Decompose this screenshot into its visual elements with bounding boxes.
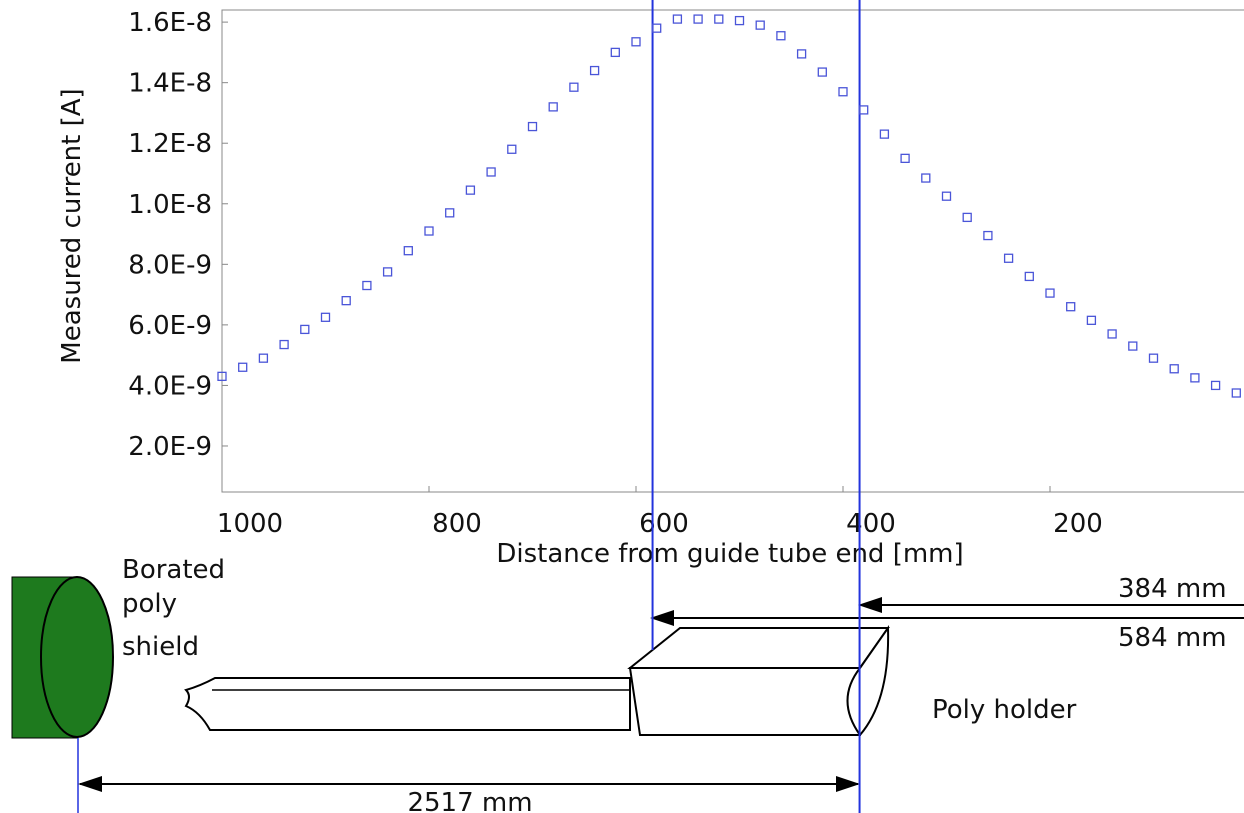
dim-label: 584 mm [1118,623,1227,653]
data-point [341,296,351,306]
data-point [755,20,765,30]
data-point [941,191,952,201]
data-point [796,49,807,59]
data-point [610,47,620,58]
data-point [1128,341,1138,351]
holder-label: Poly holder [932,695,1077,725]
data-point [714,14,724,24]
shield-label: shield [122,632,199,662]
data-point [548,102,558,112]
data-point [631,37,641,47]
diagram: Borated poly shield Poly holder 384 mm 5… [11,555,1244,813]
holder-top [627,627,890,669]
data-point [569,82,579,92]
data-point [589,65,600,76]
data-point [1107,329,1117,339]
y-tick-label: 1.0E-8 [128,190,212,220]
x-tick-label: 1000 [217,509,283,539]
holder-end [846,624,890,737]
plot-frame [221,9,1244,493]
data-point [1231,388,1241,398]
data-point [1066,302,1076,312]
x-tick-label: 600 [639,509,689,539]
shield-label: Borated [122,555,225,585]
data-point [1024,271,1034,282]
x-axis-label: Distance from guide tube end [mm] [496,539,963,569]
data-point [465,185,476,195]
data-point [300,324,310,335]
y-tick-label: 6.0E-9 [128,311,212,341]
shield-face [40,576,114,738]
data-point [879,129,890,139]
data-point [859,105,869,115]
data-point [652,23,662,33]
y-tick-label: 1.4E-8 [128,69,212,99]
dim-label: 2517 mm [407,788,532,813]
y-tick-label: 2.0E-9 [128,432,212,462]
data-point [983,230,993,241]
data-point [486,167,496,177]
data-point [445,208,455,218]
dim-label: 384 mm [1118,574,1227,604]
x-tick-label: 800 [432,509,482,539]
data-point [734,15,745,26]
data-point [921,173,931,183]
y-tick-label: 1.6E-8 [128,8,212,38]
data-point [382,267,393,277]
data-point [507,144,517,154]
x-tick-label: 400 [846,509,896,539]
data-point [1086,315,1097,325]
data-point [424,226,434,236]
y-axis-label: Measured current [A] [57,88,87,363]
data-point [1169,364,1179,374]
x-tick-label: 200 [1053,509,1103,539]
data-point [1148,353,1159,363]
data-point [1045,288,1055,298]
data-point [1210,380,1221,391]
data-point [838,87,848,97]
data-point [279,339,289,350]
data-point [362,280,372,291]
guide-tube [184,677,631,731]
data-point [817,67,827,77]
data-point [217,371,227,381]
data-point [693,14,703,24]
data-point [258,353,269,363]
data-point [1003,253,1014,263]
data-point [672,14,683,24]
data-point [900,153,910,164]
y-tick-label: 4.0E-9 [128,371,212,401]
data-point [962,212,972,223]
data-point [1190,373,1200,383]
y-tick-label: 8.0E-9 [128,250,212,280]
data-point [320,312,331,322]
holder-front [628,667,861,736]
data-point [527,121,538,132]
shield-label: poly [122,589,177,619]
data-point [238,362,248,372]
data-point [403,246,413,256]
data-point [776,31,786,41]
y-tick-label: 1.2E-8 [128,129,212,159]
